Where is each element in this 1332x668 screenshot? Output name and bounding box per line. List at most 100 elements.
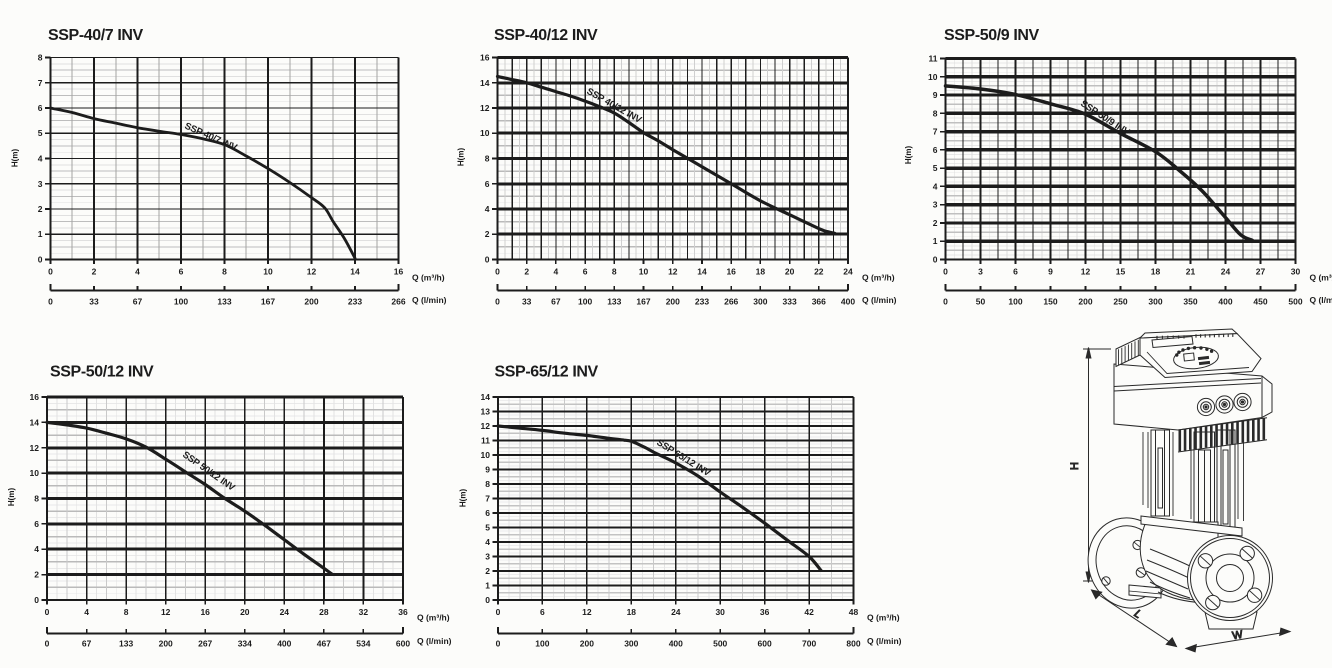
- svg-text:H(m): H(m): [7, 488, 16, 507]
- svg-text:14: 14: [481, 392, 491, 402]
- svg-text:2: 2: [485, 566, 490, 576]
- svg-text:267: 267: [198, 639, 212, 649]
- svg-text:3: 3: [978, 267, 983, 277]
- svg-text:12: 12: [161, 607, 171, 617]
- svg-text:4: 4: [554, 267, 559, 277]
- svg-text:250: 250: [1113, 297, 1127, 307]
- svg-text:7: 7: [38, 78, 43, 88]
- svg-text:300: 300: [624, 639, 638, 649]
- svg-text:20: 20: [785, 267, 795, 277]
- svg-text:6: 6: [179, 267, 184, 277]
- svg-text:9: 9: [485, 465, 490, 475]
- svg-text:14: 14: [697, 267, 707, 277]
- svg-text:8: 8: [222, 267, 227, 277]
- svg-text:Q (m³/h): Q (m³/h): [1310, 273, 1332, 283]
- svg-text:4: 4: [933, 181, 938, 191]
- svg-text:2: 2: [524, 267, 529, 277]
- svg-text:0: 0: [48, 267, 53, 277]
- svg-text:11: 11: [929, 54, 938, 64]
- svg-text:167: 167: [261, 297, 275, 307]
- svg-text:24: 24: [671, 607, 681, 617]
- svg-text:800: 800: [846, 639, 860, 649]
- svg-text:Q (m³/h): Q (m³/h): [862, 273, 895, 283]
- svg-text:100: 100: [535, 639, 549, 649]
- svg-text:Q (l/min): Q (l/min): [412, 295, 447, 305]
- svg-text:11: 11: [481, 436, 490, 446]
- svg-text:33: 33: [522, 297, 532, 307]
- svg-text:4: 4: [34, 544, 39, 554]
- svg-text:200: 200: [666, 297, 680, 307]
- svg-text:0: 0: [943, 267, 948, 277]
- svg-text:6: 6: [540, 607, 545, 617]
- svg-text:600: 600: [758, 639, 772, 649]
- svg-text:133: 133: [217, 297, 231, 307]
- svg-text:4: 4: [84, 607, 89, 617]
- svg-text:4: 4: [485, 204, 490, 214]
- svg-text:0: 0: [485, 255, 490, 265]
- svg-text:9: 9: [933, 90, 938, 100]
- svg-text:233: 233: [695, 297, 709, 307]
- svg-text:0: 0: [496, 639, 501, 649]
- svg-text:0: 0: [38, 255, 43, 265]
- svg-text:100: 100: [174, 297, 188, 307]
- svg-text:200: 200: [580, 639, 594, 649]
- svg-text:0: 0: [495, 267, 500, 277]
- svg-text:Q (l/min): Q (l/min): [1310, 295, 1332, 305]
- svg-text:0: 0: [45, 639, 50, 649]
- svg-text:133: 133: [119, 639, 133, 649]
- svg-text:14: 14: [480, 78, 490, 88]
- svg-text:0: 0: [48, 297, 53, 307]
- svg-text:8: 8: [124, 607, 129, 617]
- svg-text:SSP-65/12 INV: SSP-65/12 INV: [495, 364, 599, 381]
- svg-text:8: 8: [34, 494, 39, 504]
- svg-text:28: 28: [319, 607, 329, 617]
- svg-text:6: 6: [1013, 267, 1018, 277]
- svg-text:450: 450: [1253, 297, 1267, 307]
- svg-text:Q (l/min): Q (l/min): [867, 636, 902, 646]
- svg-text:16: 16: [394, 267, 404, 277]
- svg-text:24: 24: [1221, 267, 1231, 277]
- svg-text:8: 8: [485, 479, 490, 489]
- svg-text:24: 24: [280, 607, 290, 617]
- svg-text:50: 50: [976, 297, 986, 307]
- svg-text:10: 10: [263, 267, 273, 277]
- svg-text:67: 67: [133, 297, 143, 307]
- svg-text:233: 233: [348, 297, 362, 307]
- svg-text:0: 0: [495, 297, 500, 307]
- svg-text:12: 12: [481, 421, 491, 431]
- svg-text:8: 8: [485, 154, 490, 164]
- svg-text:4: 4: [38, 154, 43, 164]
- svg-text:7: 7: [485, 494, 490, 504]
- svg-text:67: 67: [82, 639, 92, 649]
- svg-text:16: 16: [480, 53, 490, 63]
- svg-text:5: 5: [38, 128, 43, 138]
- svg-text:H(m): H(m): [459, 489, 468, 508]
- svg-text:6: 6: [933, 145, 938, 155]
- svg-text:10: 10: [639, 267, 649, 277]
- svg-text:32: 32: [359, 607, 369, 617]
- svg-text:12: 12: [307, 267, 317, 277]
- svg-text:334: 334: [238, 639, 252, 649]
- svg-text:100: 100: [1008, 297, 1022, 307]
- svg-text:6: 6: [583, 267, 588, 277]
- svg-text:5: 5: [933, 163, 938, 173]
- svg-text:4: 4: [485, 537, 490, 547]
- svg-text:200: 200: [304, 297, 318, 307]
- svg-text:400: 400: [277, 639, 291, 649]
- svg-text:266: 266: [724, 297, 738, 307]
- svg-text:Q (m³/h): Q (m³/h): [867, 613, 900, 623]
- svg-text:12: 12: [1081, 267, 1091, 277]
- svg-text:16: 16: [726, 267, 736, 277]
- svg-text:400: 400: [669, 639, 683, 649]
- svg-text:18: 18: [627, 607, 637, 617]
- svg-text:133: 133: [607, 297, 621, 307]
- svg-text:36: 36: [398, 607, 408, 617]
- svg-text:H(m): H(m): [904, 146, 913, 165]
- svg-text:30: 30: [1291, 267, 1301, 277]
- svg-text:2: 2: [933, 218, 938, 228]
- svg-text:0: 0: [496, 607, 501, 617]
- svg-text:1: 1: [38, 229, 43, 239]
- svg-text:27: 27: [1256, 267, 1266, 277]
- svg-text:18: 18: [756, 267, 766, 277]
- svg-text:H(m): H(m): [11, 149, 20, 168]
